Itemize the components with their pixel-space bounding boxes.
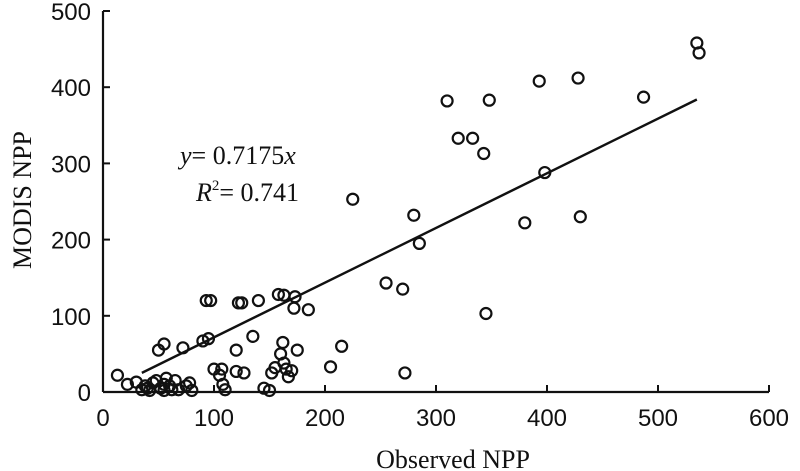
data-point bbox=[276, 335, 290, 350]
x-axis-title: Observed NPP bbox=[376, 445, 530, 471]
data-point bbox=[636, 90, 651, 104]
y-tick-label: 100 bbox=[51, 304, 91, 331]
x-tick-label: 600 bbox=[749, 405, 789, 432]
data-point bbox=[482, 93, 496, 107]
y-tick-label: 500 bbox=[51, 0, 91, 26]
x-tick-label: 400 bbox=[527, 405, 567, 432]
data-point bbox=[466, 131, 480, 145]
data-point bbox=[287, 301, 301, 315]
data-point bbox=[185, 383, 199, 398]
r2-rest: = 0.741 bbox=[219, 178, 299, 207]
data-point bbox=[135, 383, 149, 397]
data-point bbox=[215, 362, 229, 376]
data-point bbox=[204, 293, 218, 308]
x-tick-label: 100 bbox=[194, 405, 234, 432]
data-point bbox=[346, 192, 360, 206]
data-point bbox=[251, 293, 265, 308]
regression-line bbox=[141, 98, 698, 374]
data-point bbox=[479, 306, 493, 321]
data-point bbox=[335, 339, 349, 353]
axes: 0 100 200 300 400 500 600 0 100 200 300 400 500 bbox=[51, 0, 789, 432]
data-point bbox=[110, 368, 125, 382]
y-tick-label: 0 bbox=[78, 380, 91, 407]
y-tick-label: 400 bbox=[51, 75, 91, 102]
r2-annotation: R2= 0.741 bbox=[195, 178, 299, 207]
y-tick-label: 300 bbox=[51, 151, 91, 178]
data-point bbox=[229, 343, 243, 357]
x-tick-label: 300 bbox=[416, 405, 456, 432]
data-point bbox=[229, 364, 243, 379]
data-point bbox=[573, 210, 587, 224]
data-point bbox=[518, 216, 532, 230]
data-point bbox=[412, 236, 426, 251]
data-point bbox=[182, 376, 197, 390]
equation-annotation: y= 0.7175x bbox=[177, 141, 296, 170]
data-point bbox=[407, 208, 421, 222]
data-point bbox=[323, 360, 338, 374]
r2-superscript: 2 bbox=[212, 178, 220, 194]
data-point bbox=[398, 366, 412, 380]
data-point bbox=[477, 146, 491, 161]
data-point bbox=[440, 94, 454, 108]
equation-y: y bbox=[177, 141, 192, 170]
data-point bbox=[218, 383, 232, 397]
data-point bbox=[532, 74, 546, 88]
data-point bbox=[290, 343, 304, 357]
y-axis-title: MODIS NPP bbox=[8, 131, 37, 269]
data-points bbox=[110, 36, 706, 398]
data-point bbox=[262, 383, 277, 398]
data-point bbox=[271, 287, 285, 302]
data-point bbox=[571, 71, 585, 85]
data-point bbox=[277, 356, 291, 370]
data-point bbox=[235, 296, 249, 310]
data-point bbox=[301, 303, 315, 317]
data-point bbox=[157, 337, 171, 351]
data-point bbox=[199, 293, 213, 308]
data-point bbox=[237, 366, 251, 380]
data-point bbox=[246, 329, 260, 343]
y-tick-label: 200 bbox=[51, 228, 91, 255]
equation-rest: = 0.7175 bbox=[192, 141, 285, 170]
x-tick-label: 200 bbox=[305, 405, 345, 432]
data-point bbox=[396, 282, 410, 296]
equation-x: x bbox=[283, 141, 296, 170]
data-point bbox=[120, 377, 135, 391]
data-point bbox=[159, 371, 173, 385]
data-point bbox=[451, 131, 465, 145]
r2-label: R bbox=[195, 178, 212, 207]
data-point bbox=[285, 364, 299, 378]
x-tick-label: 500 bbox=[638, 405, 678, 432]
x-tick-label: 0 bbox=[96, 405, 109, 432]
data-point bbox=[692, 46, 706, 60]
data-point bbox=[379, 276, 393, 290]
data-point bbox=[279, 362, 293, 376]
